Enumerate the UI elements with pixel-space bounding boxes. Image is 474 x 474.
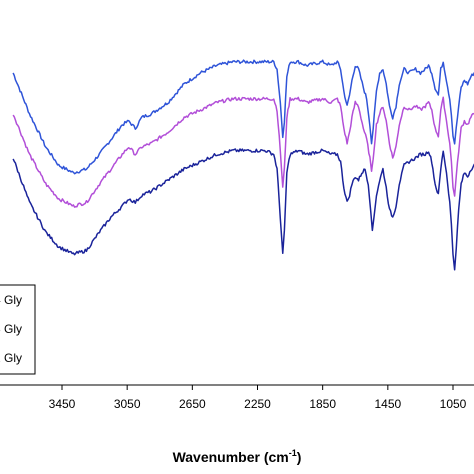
legend-entry-4-gly: 4 Gly [0,293,22,307]
x-tick-label: 2650 [179,397,206,411]
x-tick-label: 1850 [309,397,336,411]
plot-area [0,0,474,385]
series-layer [12,59,474,271]
spectrum-line-2 [12,96,474,208]
x-ticks: 3450 3050 2650 2250 1850 1450 1050 [49,385,467,411]
spectrum-line-1 [12,59,474,175]
legend-entry-2-gly: 2 Gly [0,351,22,365]
x-tick-label: 3450 [49,397,76,411]
x-tick-label: 2250 [244,397,271,411]
x-tick-label: 1050 [440,397,467,411]
x-tick-label: 1450 [374,397,401,411]
x-tick-label: 3050 [114,397,141,411]
x-axis-title: Wavenumber (cm-1) [173,448,302,465]
legend: 4 Gly 3 Gly 2 Gly [0,284,36,375]
spectrum-line-3 [12,148,474,271]
legend-box [0,284,36,375]
legend-entry-3-gly: 3 Gly [0,322,22,336]
